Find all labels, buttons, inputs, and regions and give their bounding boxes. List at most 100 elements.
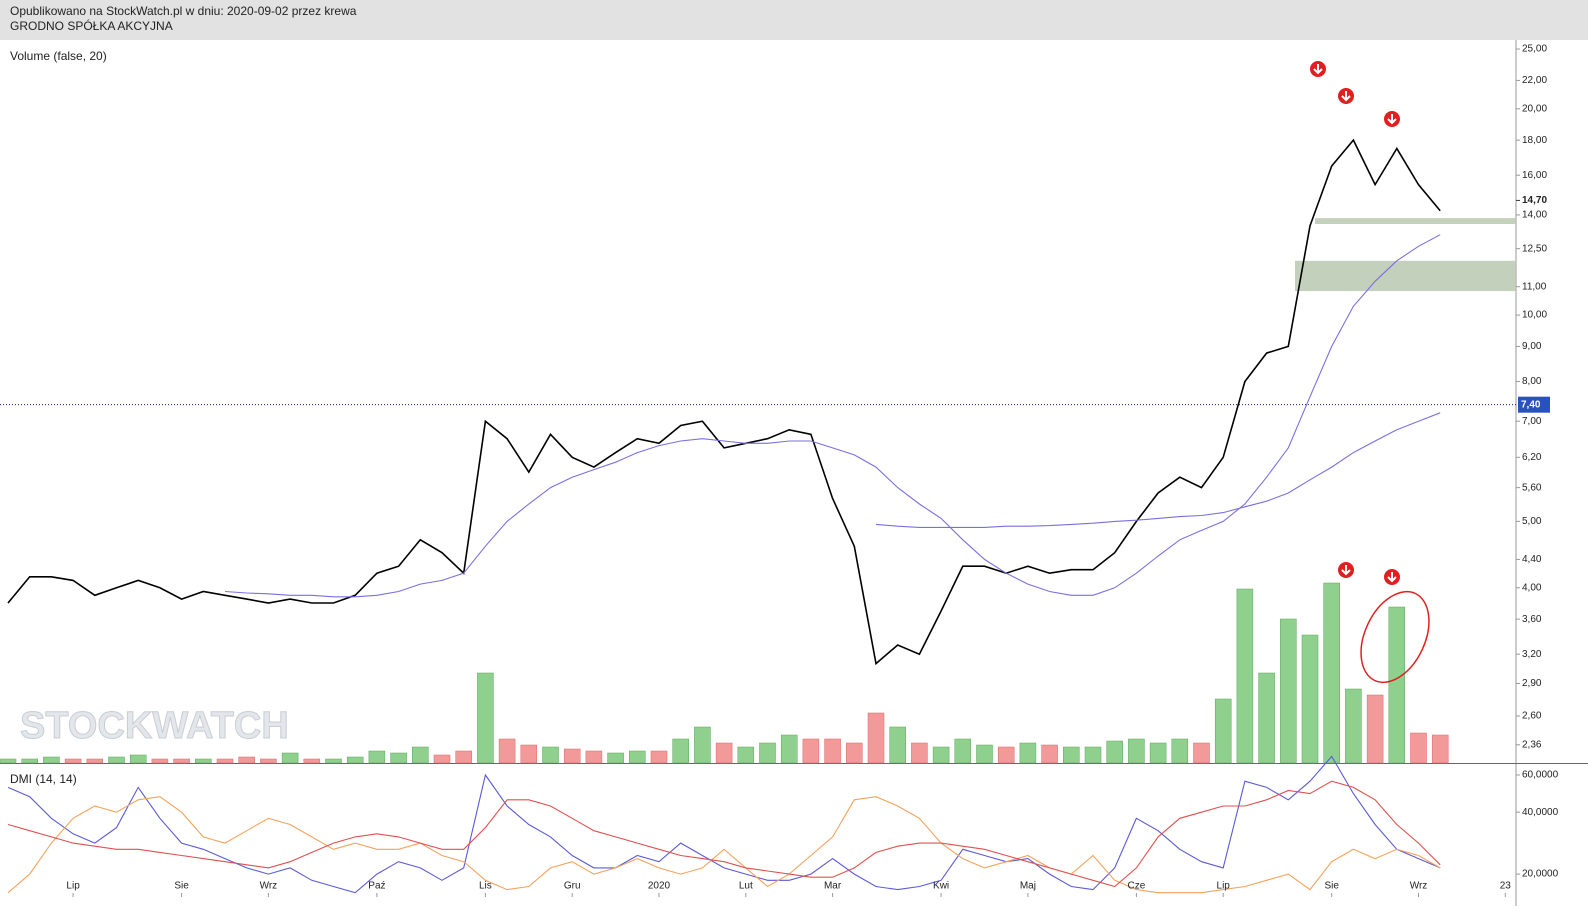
- volume-bar: [195, 758, 212, 764]
- volume-bar: [542, 746, 559, 764]
- support-zone: [1295, 260, 1516, 292]
- annotations: [1310, 61, 1430, 684]
- volume-bar: [1410, 732, 1427, 764]
- volume-bar: [21, 758, 38, 764]
- volume-bar: [129, 754, 147, 764]
- volume-bar: [1258, 672, 1275, 764]
- y-tick-label: 22,00: [1522, 75, 1547, 86]
- volume-bar: [43, 756, 60, 764]
- volume-bar: [433, 754, 451, 764]
- x-tick-label: Paź: [368, 881, 385, 892]
- volume-bar: [563, 748, 581, 764]
- volume-bar: [1345, 688, 1362, 764]
- volume-bar: [846, 742, 863, 764]
- volume-bar: [390, 752, 407, 764]
- y-tick-label: 2,36: [1522, 739, 1542, 750]
- volume-bar: [954, 738, 972, 764]
- signal-arrow: [1384, 569, 1400, 585]
- signal-arrow: [1384, 111, 1400, 127]
- volume-bar: [1106, 740, 1123, 764]
- x-tick-label: 2020: [648, 881, 671, 892]
- y-tick-label: 60,0000: [1522, 770, 1559, 781]
- volume-bar: [173, 758, 190, 764]
- y-tick-label: 18,00: [1522, 135, 1547, 146]
- volume-bar: [477, 672, 494, 764]
- volume-bar: [1236, 588, 1254, 764]
- volume-bar: [976, 744, 993, 764]
- level-label: 7,40: [1521, 399, 1541, 410]
- volume-bar: [455, 750, 472, 764]
- volume-bar: [1128, 738, 1145, 764]
- volume-bar: [1431, 734, 1449, 764]
- x-tick-label: Lip: [1217, 881, 1231, 892]
- signal-arrow: [1338, 562, 1354, 578]
- volume-bar: [694, 726, 711, 764]
- y-tick-label: 4,00: [1522, 582, 1542, 593]
- y-tick-label: 3,60: [1522, 614, 1542, 625]
- x-tick-label: Sie: [174, 881, 189, 892]
- volume-bar: [216, 758, 234, 764]
- volume-bar: [1301, 634, 1319, 764]
- pane-title: DMI (14, 14): [10, 772, 77, 786]
- volume-bar: [802, 738, 820, 764]
- highlight-ellipse: [1360, 590, 1430, 684]
- y-tick-label: 3,20: [1522, 649, 1542, 660]
- pane-title: Volume (false, 20): [10, 49, 107, 63]
- y-tick-label: 2,60: [1522, 711, 1542, 722]
- y-tick-label: 25,00: [1522, 44, 1547, 55]
- volume-bar: [932, 746, 950, 764]
- header-bar: [0, 0, 1588, 40]
- x-tick-label: Wrz: [260, 881, 278, 892]
- header-line: Opublikowano na StockWatch.pl w dniu: 20…: [10, 4, 357, 18]
- volume-bar: [889, 726, 906, 764]
- volume-bar: [151, 758, 169, 764]
- y-tick-label: 10,00: [1522, 310, 1547, 321]
- volume-bar: [607, 752, 624, 764]
- volume-bar: [281, 752, 299, 764]
- volume-bar: [1019, 742, 1037, 764]
- series-line: [7, 755, 1441, 894]
- volume-bar: [1041, 744, 1058, 764]
- series-line: [7, 780, 1441, 888]
- volume-bar: [1280, 618, 1297, 764]
- volume-bar: [498, 738, 516, 764]
- volume-bar: [520, 744, 538, 764]
- y-tick-label: 20,00: [1522, 103, 1547, 114]
- header-company: GRODNO SPÓŁKA AKCYJNA: [10, 18, 173, 33]
- level-label-box: [1518, 396, 1550, 413]
- volume-bar: [585, 750, 603, 764]
- y-tick-label: 12,50: [1522, 243, 1547, 254]
- last-price-label: 14,70: [1522, 195, 1547, 206]
- volume-bar: [867, 712, 885, 764]
- x-tick-label: Cze: [1128, 881, 1146, 892]
- x-tick-label: Lut: [739, 881, 753, 892]
- x-tick-label: 23: [1500, 881, 1512, 892]
- watermark: STOCKWATCH: [20, 705, 289, 747]
- volume-bar: [346, 756, 364, 764]
- y-tick-label: 5,00: [1522, 516, 1542, 527]
- volume-bar: [780, 734, 798, 764]
- volume-bar: [737, 746, 755, 764]
- y-tick-label: 16,00: [1522, 170, 1547, 181]
- series-line: [875, 412, 1441, 528]
- y-tick-label: 4,40: [1522, 554, 1542, 565]
- volume-bar: [86, 758, 104, 764]
- x-tick-label: Gru: [564, 881, 581, 892]
- x-tick-label: Wrz: [1410, 881, 1428, 892]
- y-tick-label: 5,60: [1522, 482, 1542, 493]
- volume-bar: [1084, 746, 1102, 764]
- support-zone: [1315, 218, 1516, 224]
- volume-bar: [64, 758, 82, 764]
- series-line: [7, 138, 1441, 666]
- volume-bar: [672, 738, 689, 764]
- x-tick-label: Lis: [479, 881, 492, 892]
- volume-bar: [325, 758, 342, 764]
- y-tick-label: 8,00: [1522, 376, 1542, 387]
- volume-bar: [1171, 738, 1189, 764]
- x-tick-label: Maj: [1020, 881, 1036, 892]
- volume-bar: [1193, 742, 1210, 764]
- volume-bar: [108, 756, 125, 764]
- x-tick-label: Lip: [66, 881, 80, 892]
- y-tick-label: 14,00: [1522, 210, 1547, 221]
- y-tick-label: 40,0000: [1522, 807, 1559, 818]
